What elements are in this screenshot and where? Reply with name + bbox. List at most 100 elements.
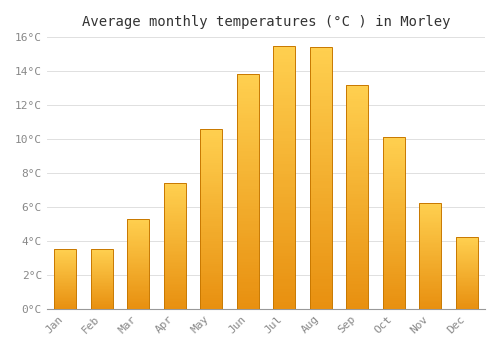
Bar [273,269,295,273]
Bar [420,277,441,279]
Bar [346,264,368,267]
Bar [346,225,368,228]
Bar [164,268,186,270]
Bar [54,275,76,276]
Bar [456,290,477,291]
Bar [54,278,76,279]
Bar [273,299,295,302]
Bar [127,237,149,238]
Bar [420,282,441,284]
Bar [273,125,295,128]
Bar [127,292,149,293]
Bar [236,145,258,148]
Bar [54,259,76,260]
Bar [456,276,477,278]
Bar [346,306,368,309]
Bar [127,303,149,304]
Bar [236,201,258,203]
Bar [310,70,332,74]
Bar [127,266,149,267]
Bar [310,119,332,122]
Bar [346,236,368,239]
Bar [164,216,186,218]
Bar [273,296,295,299]
Bar [383,227,404,230]
Bar [127,225,149,227]
Bar [346,222,368,225]
Bar [346,211,368,214]
Bar [310,230,332,233]
Bar [90,261,112,262]
Bar [273,174,295,177]
Bar [127,247,149,248]
Bar [236,148,258,150]
Bar [200,140,222,142]
Bar [200,286,222,288]
Bar [200,210,222,212]
Bar [54,262,76,263]
Bar [346,239,368,241]
Bar [273,65,295,69]
Bar [273,141,295,144]
Bar [310,227,332,230]
Bar [346,300,368,303]
Bar [346,188,368,191]
Bar [90,274,112,275]
Bar [164,206,186,208]
Bar [383,232,404,234]
Bar [236,221,258,224]
Bar [383,221,404,223]
Bar [273,102,295,105]
Bar [164,191,186,193]
Bar [383,184,404,187]
Bar [54,269,76,270]
Bar [273,88,295,92]
Bar [90,280,112,281]
Bar [236,265,258,268]
Bar [310,113,332,116]
Bar [164,254,186,256]
Bar [200,187,222,190]
Bar [200,288,222,291]
Bar [127,272,149,273]
Bar [346,166,368,169]
Bar [236,171,258,174]
Bar [456,248,477,249]
Bar [456,272,477,273]
Bar [456,297,477,298]
Bar [200,234,222,237]
Bar [383,191,404,193]
Bar [456,289,477,290]
Bar [54,285,76,286]
Bar [420,307,441,309]
Bar [127,285,149,286]
Bar [456,269,477,270]
Bar [200,266,222,268]
Bar [164,302,186,304]
Bar [420,273,441,274]
Bar [164,196,186,197]
Bar [273,210,295,214]
Bar [420,239,441,240]
Bar [420,274,441,276]
Bar [236,282,258,285]
Bar [164,244,186,246]
Bar [273,144,295,148]
Bar [310,162,332,165]
Bar [383,176,404,178]
Bar [346,107,368,110]
Bar [420,244,441,246]
Bar [236,197,258,201]
Bar [164,183,186,309]
Bar [346,247,368,250]
Bar [310,257,332,260]
Bar [90,251,112,252]
Bar [346,250,368,253]
Bar [164,215,186,216]
Bar [200,205,222,208]
Bar [456,249,477,250]
Bar [273,220,295,223]
Bar [127,256,149,257]
Bar [90,292,112,293]
Bar [164,186,186,188]
